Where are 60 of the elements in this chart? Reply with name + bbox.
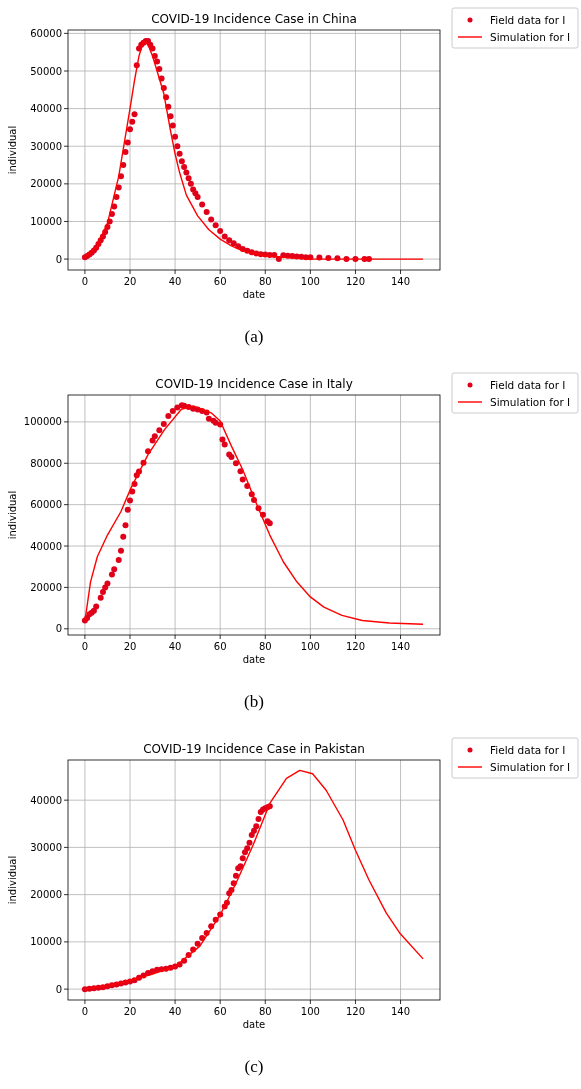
x-axis-title: date [242,289,266,300]
y-tick-label: 80000 [30,457,62,469]
y-tick-label: 20000 [30,178,62,190]
x-tick-label: 0 [81,276,89,287]
x-tick-label: 140 [391,1006,411,1017]
x-axis-title: date [242,654,266,665]
x-tick-label: 80 [258,1006,272,1017]
legend-label: Simulation for I [490,30,571,43]
x-tick-label: 40 [168,276,182,287]
y-tick-label: 50000 [30,65,62,77]
x-tick-label: 40 [168,1006,182,1017]
text: (b) [244,692,264,711]
legend-label: Simulation for I [490,395,571,408]
x-tick-label: 20 [123,276,137,287]
chart-title: COVID-19 Incidence Case in Italy [155,377,353,391]
text: Field data for I [490,13,566,26]
x-tick-label: 120 [345,641,365,652]
text: Field data for I [490,743,566,756]
y-tick-label: 40000 [30,794,62,806]
x-axis-title: date [242,1019,266,1030]
x-tick-label: 100 [300,641,320,652]
y-tick-label: 100000 [23,416,62,428]
x-tick-label: 80 [258,276,272,287]
x-tick-label: 20 [123,641,137,652]
x-tick-label: 120 [345,1006,365,1017]
x-tick-label: 80 [258,641,272,652]
y-tick-label: 60000 [30,27,62,39]
legend-label: Simulation for I [490,760,571,773]
y-tick-label: 20000 [30,889,62,901]
x-tick-label: 60 [213,1006,227,1017]
x-tick-label: 60 [213,641,227,652]
y-tick-label: 30000 [30,140,62,152]
x-tick-label: 140 [391,641,411,652]
text: (c) [244,1057,264,1076]
y-tick-label: 40000 [30,540,62,552]
y-axis-title: individual [7,855,18,905]
y-tick-label: 60000 [30,499,62,511]
x-tick-label: 60 [213,276,227,287]
y-axis-title: individual [7,490,18,540]
y-tick-label: 0 [55,983,62,995]
x-tick-label: 0 [81,1006,89,1017]
y-tick-label: 30000 [30,841,62,853]
x-tick-label: 40 [168,641,182,652]
y-tick-label: 0 [55,623,62,635]
x-tick-label: 0 [81,641,89,652]
y-tick-label: 0 [55,253,62,265]
x-tick-label: 100 [300,276,320,287]
y-tick-label: 10000 [30,215,62,227]
x-tick-label: 20 [123,1006,137,1017]
text: (a) [244,327,264,346]
x-tick-label: 120 [345,276,365,287]
y-tick-label: 20000 [30,581,62,593]
y-tick-label: 10000 [30,936,62,948]
y-axis-title: individual [7,125,18,175]
chart-title: COVID-19 Incidence Case in Pakistan [143,742,365,756]
x-tick-label: 100 [300,1006,320,1017]
chart-title: COVID-19 Incidence Case in China [151,12,357,26]
y-tick-label: 40000 [30,103,62,115]
x-tick-label: 140 [391,276,411,287]
text: Field data for I [490,378,566,391]
